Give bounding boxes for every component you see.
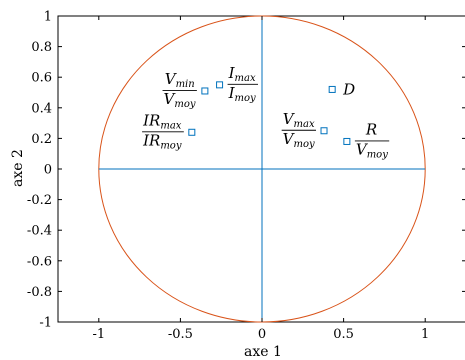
x-tick-label: 1 [421,327,429,342]
fraction-denominator: Vmoy [356,140,388,160]
fraction-numerator: Vmin [165,70,195,90]
data-point-marker [328,85,336,93]
fraction-denominator: Imoy [228,84,256,104]
data-point-marker [320,127,328,135]
fraction-numerator: Vmax [283,110,315,130]
data-point-marker [188,128,196,136]
x-tick-label: -1 [92,327,105,342]
x-tick-label: 0 [258,327,266,342]
y-tick-label: -0.4 [27,224,52,239]
y-axis-label: axe 2 [10,149,26,187]
x-axis-label: axe 1 [244,344,282,360]
y-tick-label: -0.2 [27,193,52,208]
plot-area [57,15,465,323]
y-tick-label: 0.8 [31,40,52,55]
y-tick-label: 0.4 [31,101,52,116]
data-point-marker [216,81,224,89]
tick-labels: -1 -0.5 0 0.5 1 -1 -0.8 -0.6 -0.4 -0.2 0 0.2 0.4 0.6 0… [27,10,429,343]
y-tick-label: -1 [39,316,52,331]
y-tick-label: -0.8 [27,285,52,300]
y-tick-label: 1 [44,10,52,25]
point-label: D [342,80,355,98]
data-point-marker [343,137,351,145]
y-tick-label: 0.2 [31,132,52,147]
point-label-text: D [342,80,355,98]
fraction-denominator: Vmoy [164,90,196,110]
y-tick-label: 0 [44,163,52,178]
fraction-numerator: IRmax [142,111,182,131]
x-tick-label: -0.5 [168,327,193,342]
y-tick-label: -0.6 [27,254,52,269]
point-label: R Vmoy [354,120,390,160]
fraction-denominator: Vmoy [283,130,315,150]
data-point-marker [201,87,209,95]
fraction-numerator: Imax [228,64,256,84]
x-tick-label: 0.5 [333,327,354,342]
y-tick-label: 0.6 [31,71,52,86]
fraction-numerator: R [365,120,377,138]
fraction-denominator: IRmoy [142,131,182,151]
